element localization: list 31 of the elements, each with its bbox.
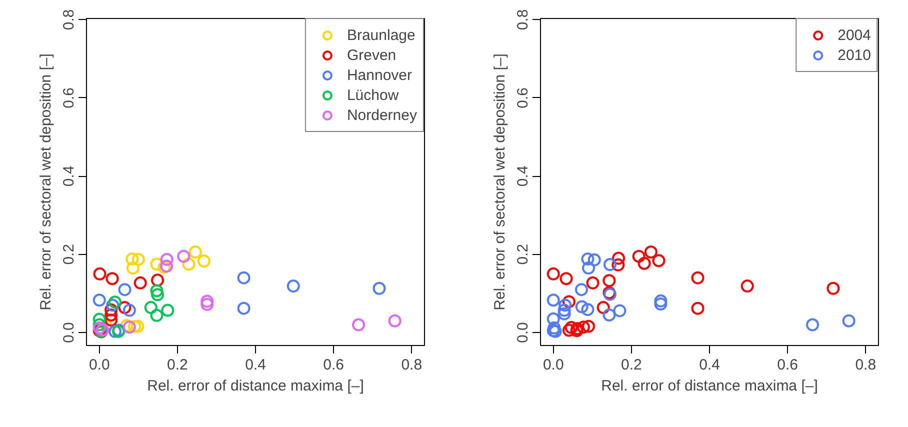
x-tick-label: 0.8 <box>855 356 876 374</box>
y-axis-title: Rel. error of sectoral wet deposition [–] <box>38 54 54 310</box>
x-axis-title: Rel. error of distance maxima [–] <box>147 378 364 394</box>
legend-label: 2004 <box>838 26 871 44</box>
y-tick-label: 0.0 <box>60 322 78 344</box>
x-tick-label: 0.4 <box>699 356 720 374</box>
x-tick-label: 0.0 <box>542 356 564 374</box>
legend-label: Greven <box>346 46 396 64</box>
y-tick-label: 0.6 <box>60 87 78 108</box>
x-tick-label: 0.0 <box>88 356 110 374</box>
y-tick-label: 0.8 <box>60 9 78 30</box>
y-tick-label: 0.2 <box>514 244 532 265</box>
legend-label: Hannover <box>346 66 412 84</box>
y-tick-label: 0.6 <box>514 87 532 108</box>
y-tick-label: 0.4 <box>514 166 532 187</box>
y-tick-label: 0.4 <box>60 166 78 187</box>
y-axis-title: Rel. error of sectoral wet deposition [–] <box>492 54 508 310</box>
legend-label: 2010 <box>838 46 871 64</box>
x-tick-label: 0.2 <box>167 356 188 374</box>
y-tick-label: 0.8 <box>514 9 532 30</box>
x-tick-label: 0.4 <box>245 356 266 374</box>
x-tick-label: 0.6 <box>323 356 344 374</box>
x-tick-label: 0.2 <box>621 356 642 374</box>
y-tick-label: 0.2 <box>60 244 78 265</box>
x-tick-label: 0.8 <box>401 356 422 374</box>
x-axis-title: Rel. error of distance maxima [–] <box>601 378 818 394</box>
y-tick-label: 0.0 <box>514 322 532 344</box>
legend-label: Norderney <box>346 106 417 124</box>
legend-label: Lüchow <box>346 86 399 104</box>
legend-label: Braunlage <box>346 26 416 44</box>
x-tick-label: 0.6 <box>777 356 798 374</box>
